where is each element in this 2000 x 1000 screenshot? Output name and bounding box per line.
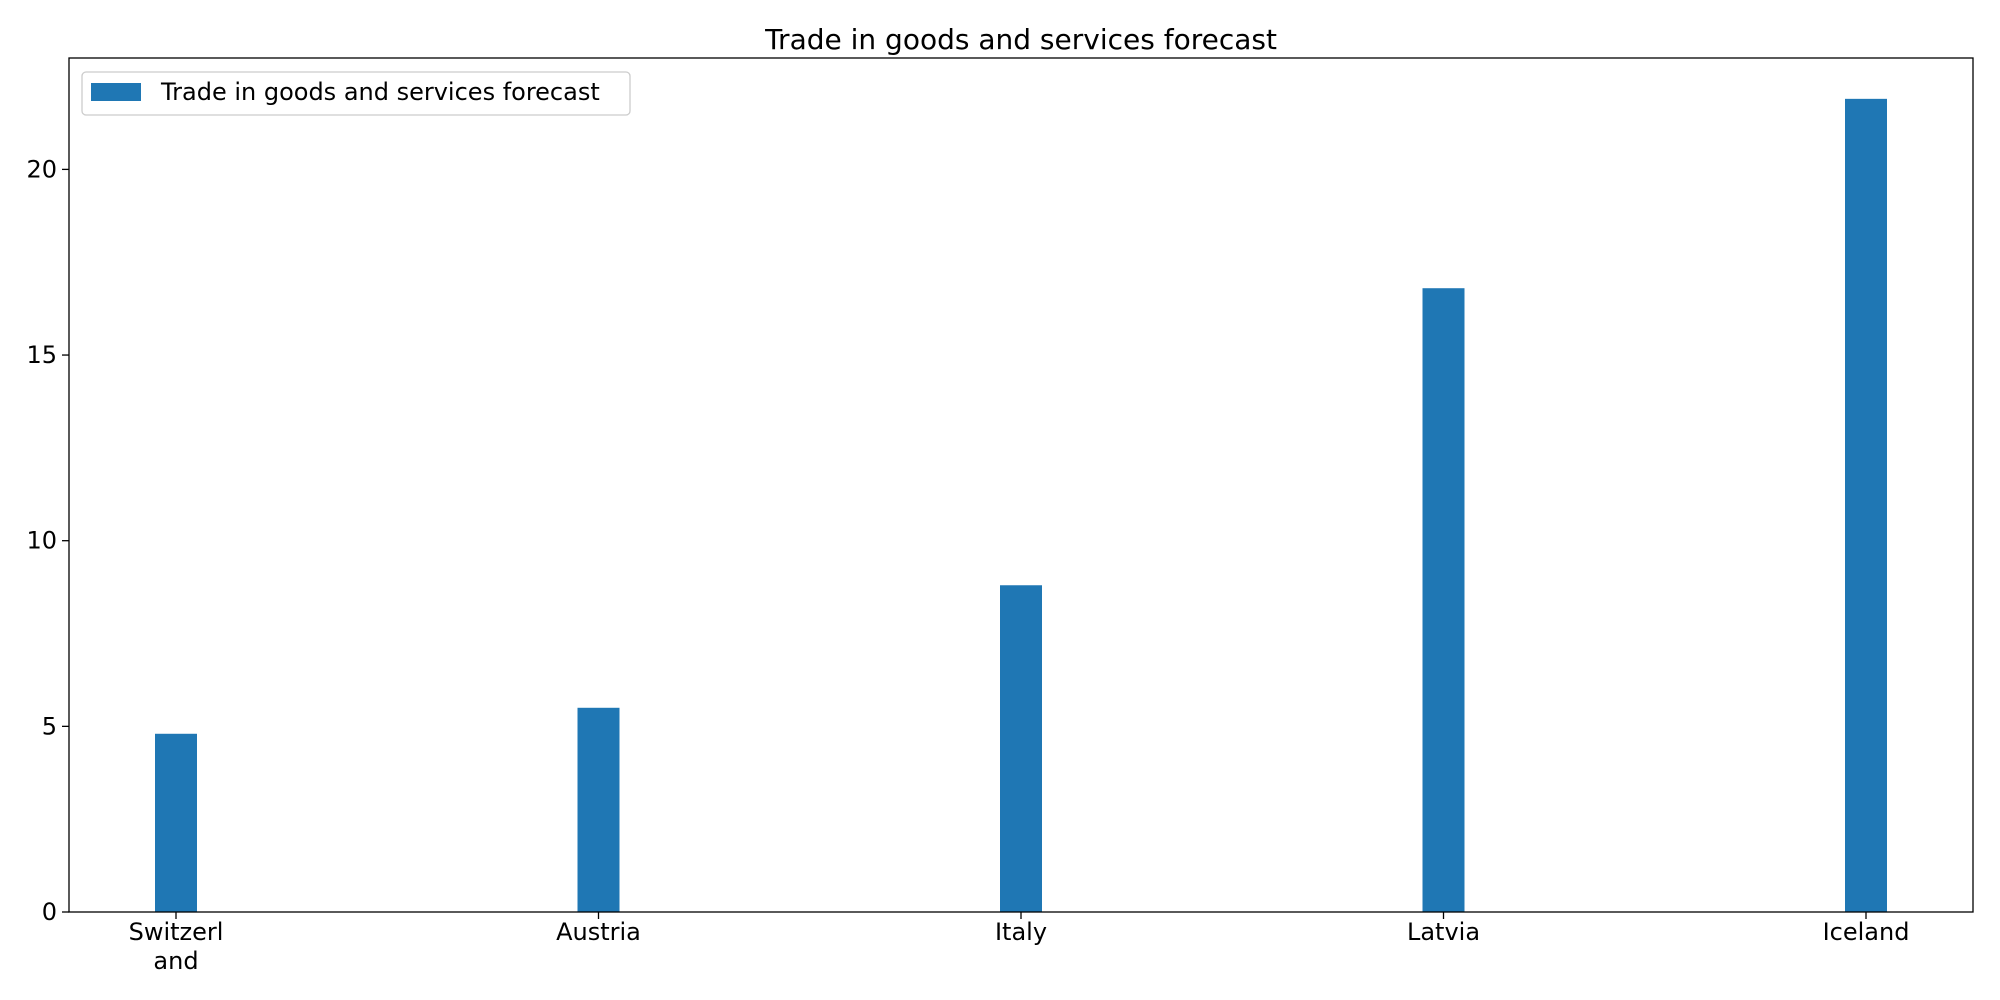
bars-layer	[155, 98, 1887, 912]
y-tick-label: 15	[26, 341, 57, 369]
x-tick-label: Switzerl	[129, 918, 224, 946]
bar	[577, 707, 620, 912]
legend-label: Trade in goods and services forecast	[160, 78, 600, 106]
chart-title: Trade in goods and services forecast	[764, 23, 1277, 56]
y-tick-label: 20	[26, 155, 57, 183]
y-tick-label: 0	[42, 898, 57, 926]
legend-box	[81, 71, 631, 116]
y-tick-label: 10	[26, 527, 57, 555]
bar	[1000, 585, 1042, 912]
bar	[155, 733, 197, 912]
x-tick-label: and	[153, 947, 198, 975]
y-axis: 0 5 10 15 20	[26, 155, 69, 926]
x-tick-label: Iceland	[1823, 918, 1910, 946]
y-tick-label: 5	[42, 712, 57, 740]
x-tick-label: Italy	[995, 918, 1047, 946]
bar	[1845, 98, 1887, 912]
plot-frame	[68, 57, 1974, 913]
x-tick-label: Latvia	[1407, 918, 1480, 946]
legend: Trade in goods and services forecast	[81, 71, 631, 116]
x-tick-label: Austria	[556, 918, 641, 946]
bar	[1422, 288, 1465, 912]
legend-swatch	[91, 83, 141, 101]
